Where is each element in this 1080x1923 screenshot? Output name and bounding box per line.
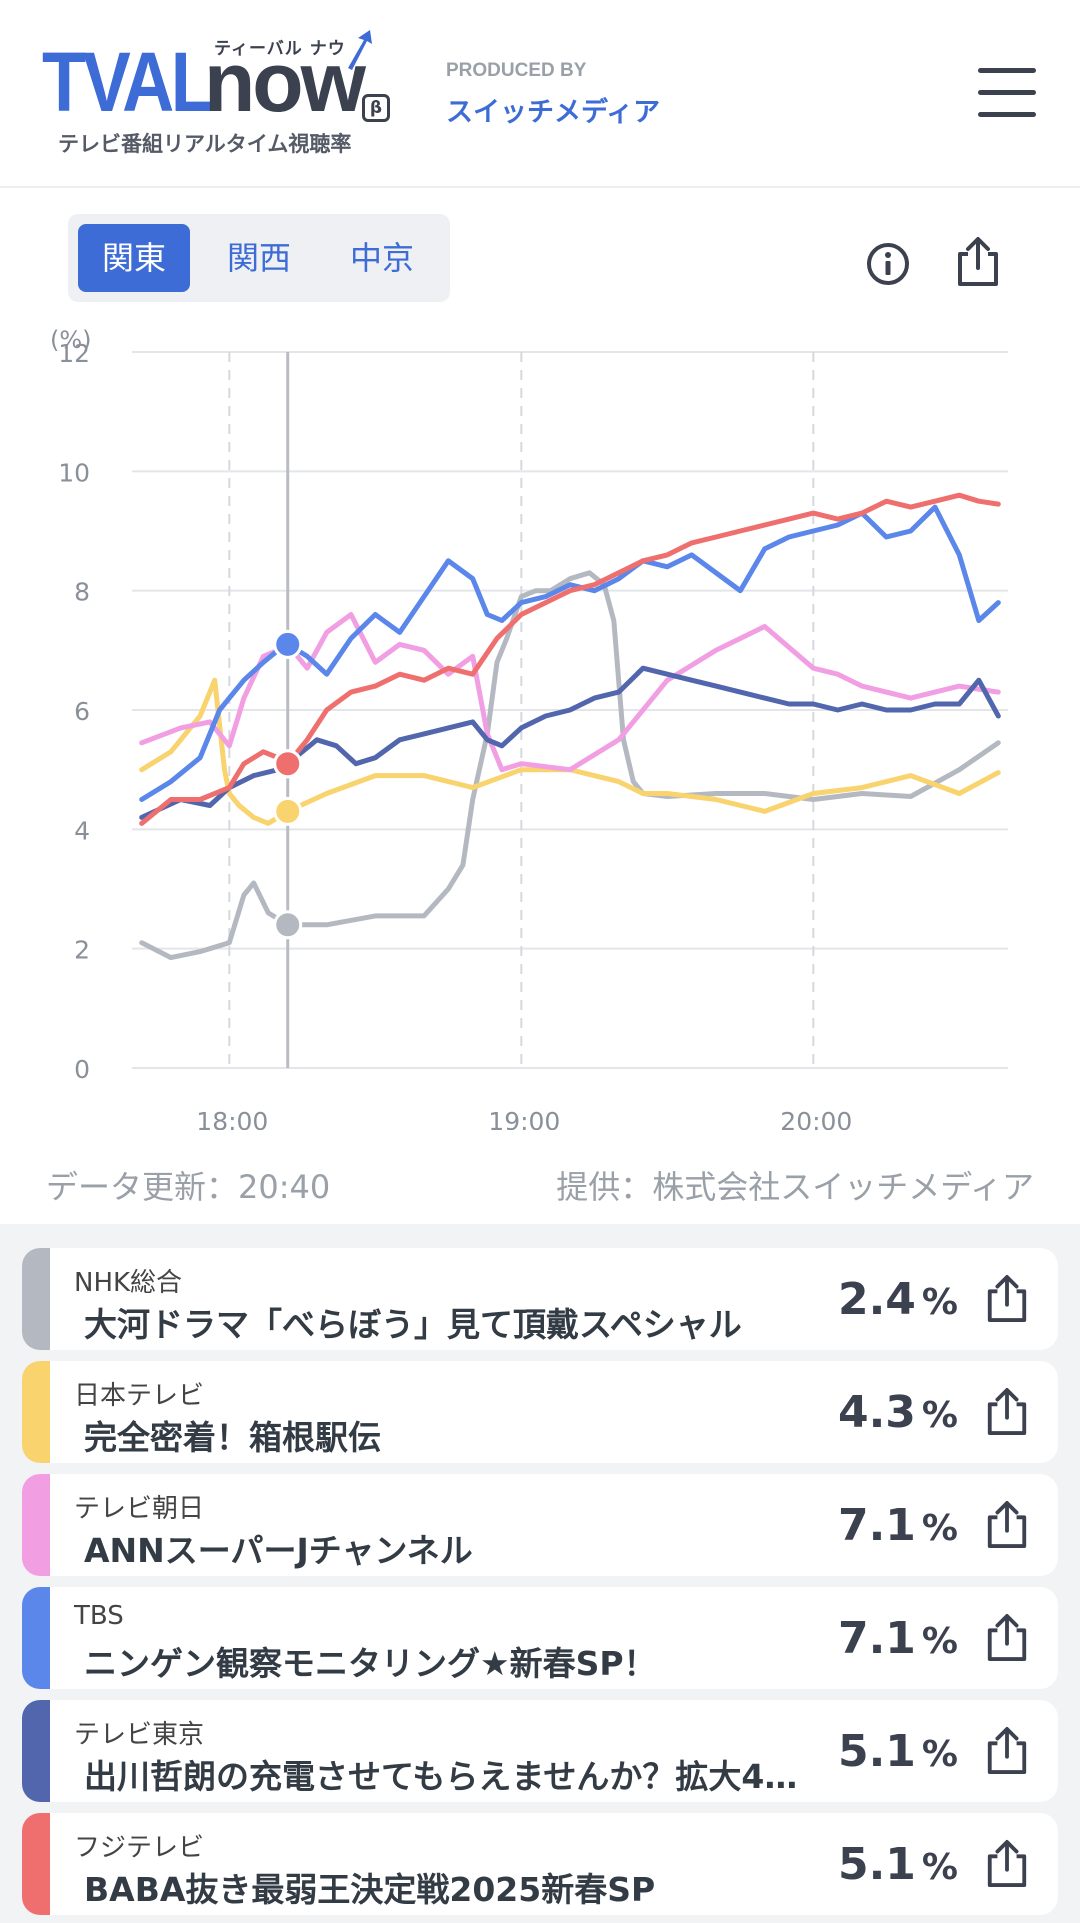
program-rating: 2.4%: [837, 1274, 958, 1325]
series-line-TBS: [139, 504, 1001, 802]
program-card-tbs[interactable]: TBS ニンゲン観察モニタリング★新春SP！ 7.1%: [22, 1587, 1058, 1689]
ratings-chart[interactable]: 0 2 4 6 8 10 12 (%) 18:00 19:00 20:00: [0, 310, 1080, 1136]
cursor-point-フジテレビ: [273, 749, 303, 779]
share-icon[interactable]: [984, 1274, 1030, 1324]
channel-color-bar: [22, 1587, 50, 1689]
logo-arrow-icon: [348, 30, 372, 70]
y-axis-unit-label: (%): [50, 326, 92, 354]
data-provider: 提供：株式会社スイッチメディア: [556, 1168, 1034, 1206]
tab-kanto[interactable]: 関東: [78, 224, 190, 292]
channel-color-bar: [22, 1813, 50, 1915]
channel-name: テレビ朝日: [74, 1494, 205, 1524]
y-tick-label: 4: [74, 816, 90, 845]
data-update-time: データ更新：20:40: [46, 1168, 331, 1206]
info-circle-icon[interactable]: [866, 242, 910, 286]
logo-kana-text: ティーバル ナウ: [214, 39, 346, 59]
channel-name: TBS: [74, 1601, 124, 1631]
program-rating: 5.1%: [837, 1839, 958, 1890]
channel-name: 日本テレビ: [74, 1381, 205, 1411]
hamburger-menu-icon[interactable]: [978, 68, 1036, 118]
program-card-fujitv[interactable]: フジテレビ BABA抜き最弱王決定戦2025新春SP 5.1%: [22, 1813, 1058, 1915]
y-tick-label: 2: [74, 936, 90, 965]
region-tab-group: 関東 関西 中京: [68, 214, 450, 302]
channel-color-bar: [22, 1700, 50, 1802]
program-title: 完全密着！箱根駅伝: [84, 1418, 381, 1457]
program-list: NHK総合 大河ドラマ「べらぼう」見て頂戴スペシャル 2.4% 日本テレビ 完全…: [0, 1224, 1080, 1923]
logo-beta-badge: β: [362, 94, 390, 122]
program-title: ニンゲン観察モニタリング★新春SP！: [84, 1644, 657, 1683]
logo-now-text: now: [204, 35, 366, 129]
program-rating: 7.1%: [837, 1613, 958, 1664]
y-tick-label: 6: [74, 697, 90, 726]
produced-by-label: PRODUCED BY: [446, 60, 587, 81]
series-line-テレビ朝日: [139, 612, 1001, 773]
cursor-point-TBS: [273, 629, 303, 659]
program-rating: 7.1%: [837, 1500, 958, 1551]
program-rating: 5.1%: [837, 1726, 958, 1777]
channel-name: NHK総合: [74, 1268, 183, 1298]
y-tick-label: 8: [74, 578, 90, 607]
channel-name: テレビ東京: [74, 1720, 205, 1750]
program-title: BABA抜き最弱王決定戦2025新春SP: [84, 1870, 656, 1909]
series-line-日本テレビ: [139, 677, 1001, 826]
logo-tval-text: TVAL: [42, 35, 215, 129]
logo-subtitle: テレビ番組リアルタイム視聴率: [58, 132, 352, 156]
cursor-point-日本テレビ: [273, 796, 303, 826]
tab-chukyo[interactable]: 中京: [349, 239, 414, 277]
share-icon[interactable]: [984, 1839, 1030, 1889]
produced-by-name: スイッチメディア: [446, 97, 661, 128]
app-header: TVAL now ティーバル ナウ β テレビ番組リアルタイム視聴率 PRODU…: [0, 0, 1080, 188]
x-tick-label: 18:00: [196, 1107, 268, 1130]
share-icon[interactable]: [984, 1726, 1030, 1776]
program-card-nhk[interactable]: NHK総合 大河ドラマ「べらぼう」見て頂戴スペシャル 2.4%: [22, 1248, 1058, 1350]
program-rating: 4.3%: [837, 1387, 958, 1438]
x-tick-label: 20:00: [780, 1107, 852, 1130]
x-tick-label: 19:00: [488, 1107, 560, 1130]
tab-kansai[interactable]: 関西: [226, 239, 291, 277]
channel-color-bar: [22, 1248, 50, 1350]
program-title: 大河ドラマ「べらぼう」見て頂戴スペシャル: [84, 1305, 742, 1344]
y-tick-label: 10: [58, 458, 90, 487]
program-card-tvtokyo[interactable]: テレビ東京 出川哲朗の充電させてもらえませんか？拡大4… 5.1%: [22, 1700, 1058, 1802]
program-title: ANNスーパーJチャンネル: [84, 1531, 473, 1570]
share-icon[interactable]: [984, 1387, 1030, 1437]
share-icon[interactable]: [984, 1613, 1030, 1663]
produced-by: PRODUCED BY スイッチメディア: [446, 60, 660, 129]
tvalnow-logo[interactable]: TVAL now ティーバル ナウ β テレビ番組リアルタイム視聴率: [42, 30, 402, 160]
share-icon[interactable]: [954, 236, 1002, 288]
channel-color-bar: [22, 1474, 50, 1576]
ratings-chart-svg: 0 2 4 6 8 10 12(%) 18:00 19:00 20:00: [50, 326, 1008, 1136]
channel-color-bar: [22, 1361, 50, 1463]
share-icon[interactable]: [984, 1500, 1030, 1550]
y-tick-label: 12: [58, 339, 90, 368]
cursor-point-NHK総合: [273, 910, 303, 940]
channel-name: フジテレビ: [74, 1833, 205, 1863]
program-card-ntv[interactable]: 日本テレビ 完全密着！箱根駅伝 4.3%: [22, 1361, 1058, 1463]
y-tick-label: 0: [74, 1055, 90, 1084]
series-line-NHK総合: [139, 570, 1001, 961]
program-title: 出川哲朗の充電させてもらえませんか？拡大4…: [84, 1757, 798, 1796]
program-card-tvasahi[interactable]: テレビ朝日 ANNスーパーJチャンネル 7.1%: [22, 1474, 1058, 1576]
